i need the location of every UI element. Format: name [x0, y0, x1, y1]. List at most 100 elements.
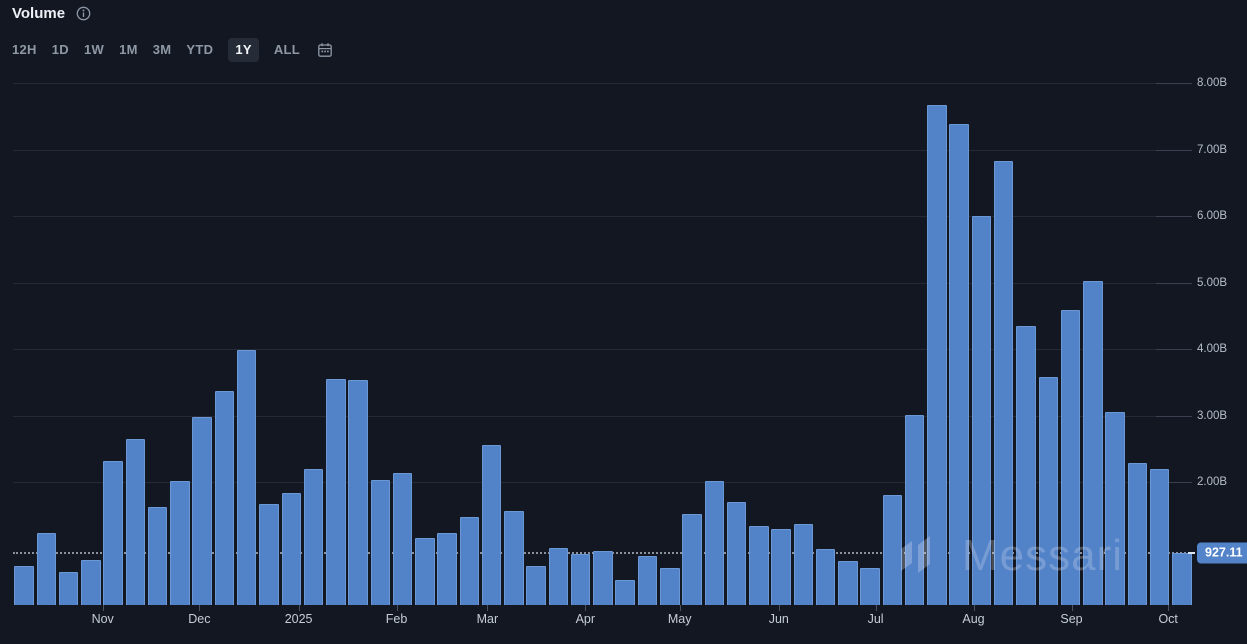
- volume-bar[interactable]: [771, 529, 791, 605]
- volume-bar[interactable]: [81, 559, 101, 605]
- volume-bar[interactable]: [236, 350, 257, 605]
- range-button-1m[interactable]: 1M: [119, 42, 138, 57]
- range-button-12h[interactable]: 12H: [12, 42, 37, 57]
- volume-bar[interactable]: [1060, 309, 1081, 605]
- y-axis-tick: [1156, 149, 1192, 151]
- calendar-icon[interactable]: [317, 42, 333, 58]
- volume-bar[interactable]: [971, 216, 992, 605]
- y-axis-tick: [1156, 415, 1192, 417]
- x-axis-label: Apr: [575, 612, 596, 626]
- x-axis-tick: [875, 605, 877, 611]
- range-button-ytd[interactable]: YTD: [186, 42, 214, 57]
- volume-bar[interactable]: [36, 533, 57, 605]
- volume-bar[interactable]: [214, 390, 235, 605]
- volume-bar[interactable]: [1105, 412, 1125, 605]
- volume-bar[interactable]: [14, 565, 34, 605]
- volume-bar[interactable]: [1038, 376, 1058, 605]
- volume-bar[interactable]: [1172, 553, 1192, 605]
- x-axis-tick: [199, 605, 201, 611]
- volume-bar[interactable]: [1016, 326, 1036, 605]
- volume-bar[interactable]: [103, 460, 123, 605]
- x-axis-label: Oct: [1158, 612, 1178, 626]
- volume-bar[interactable]: [370, 480, 390, 605]
- y-gridline: [13, 415, 1156, 417]
- y-axis-label: 2.00B: [1197, 476, 1228, 488]
- x-axis-label: Aug: [962, 612, 985, 626]
- volume-bar[interactable]: [615, 579, 635, 605]
- volume-bar[interactable]: [637, 555, 658, 605]
- volume-bar[interactable]: [904, 414, 925, 605]
- volume-bar[interactable]: [326, 378, 346, 605]
- volume-bar[interactable]: [192, 416, 212, 605]
- volume-bar[interactable]: [1083, 281, 1103, 605]
- volume-bar[interactable]: [504, 511, 524, 605]
- volume-bar[interactable]: [682, 513, 702, 605]
- y-gridline: [13, 482, 1156, 483]
- range-button-1y[interactable]: 1Y: [228, 38, 259, 62]
- info-icon[interactable]: [76, 6, 91, 21]
- volume-bar[interactable]: [125, 438, 146, 605]
- volume-bar[interactable]: [281, 493, 301, 605]
- volume-bar[interactable]: [660, 567, 680, 605]
- range-button-3m[interactable]: 3M: [152, 42, 172, 57]
- x-axis-tick: [1071, 605, 1073, 611]
- volume-bar[interactable]: [570, 553, 591, 605]
- x-axis-tick: [585, 605, 587, 611]
- volume-bar[interactable]: [437, 533, 457, 605]
- volume-bar[interactable]: [459, 517, 480, 605]
- current-value-dash: [1188, 552, 1195, 555]
- y-axis-label: 3.00B: [1197, 409, 1228, 422]
- y-gridline: [13, 216, 1156, 217]
- volume-bar[interactable]: [481, 444, 502, 605]
- volume-bar[interactable]: [593, 551, 613, 605]
- volume-bar[interactable]: [949, 124, 969, 605]
- y-axis-tick: [1156, 482, 1192, 483]
- x-axis-label: Dec: [188, 612, 211, 626]
- volume-bar[interactable]: [927, 104, 947, 605]
- x-axis-label: 2025: [284, 612, 313, 626]
- x-axis-tick: [778, 605, 780, 611]
- x-axis-label: Sep: [1060, 612, 1083, 626]
- y-axis-label: 6.00B: [1197, 210, 1228, 222]
- volume-bar[interactable]: [348, 380, 368, 605]
- volume-bar[interactable]: [392, 473, 413, 605]
- volume-bar[interactable]: [860, 567, 880, 605]
- x-axis-label: Mar: [476, 612, 499, 626]
- volume-bar[interactable]: [147, 507, 168, 605]
- volume-bar[interactable]: [793, 523, 813, 605]
- x-axis-tick: [1168, 605, 1170, 611]
- x-axis-tick: [102, 605, 104, 611]
- x-axis-label: Feb: [385, 612, 408, 626]
- y-axis-tick: [1156, 282, 1192, 284]
- y-axis-label: 4.00B: [1197, 343, 1228, 355]
- volume-bar[interactable]: [993, 160, 1014, 605]
- volume-bar[interactable]: [170, 480, 190, 605]
- volume-bar[interactable]: [1127, 462, 1147, 605]
- volume-bar[interactable]: [415, 537, 435, 605]
- volume-bar[interactable]: [303, 468, 324, 605]
- y-axis-label: 8.00B: [1197, 77, 1228, 89]
- volume-bar[interactable]: [815, 549, 836, 605]
- range-button-1d[interactable]: 1D: [51, 42, 69, 57]
- volume-bar[interactable]: [882, 495, 903, 605]
- volume-bar[interactable]: [259, 503, 279, 605]
- volume-bar[interactable]: [58, 572, 79, 605]
- x-axis-tick: [679, 605, 681, 611]
- y-gridline: [13, 349, 1156, 350]
- volume-bar[interactable]: [704, 480, 724, 605]
- volume-bar[interactable]: [726, 501, 747, 605]
- volume-bar[interactable]: [548, 547, 569, 605]
- current-value-badge: 927.11: [1197, 542, 1247, 564]
- x-axis-label: May: [667, 612, 692, 626]
- y-gridline: [13, 149, 1156, 151]
- volume-bar[interactable]: [749, 525, 769, 605]
- y-axis-label: 5.00B: [1197, 276, 1228, 289]
- x-axis-tick: [487, 605, 489, 611]
- range-button-1w[interactable]: 1W: [83, 42, 105, 57]
- x-axis-label: Jun: [768, 612, 789, 626]
- x-axis-tick: [298, 605, 300, 611]
- volume-bar[interactable]: [526, 565, 546, 605]
- volume-bar[interactable]: [1149, 468, 1170, 605]
- range-button-all[interactable]: ALL: [273, 42, 301, 57]
- volume-bar[interactable]: [838, 561, 858, 605]
